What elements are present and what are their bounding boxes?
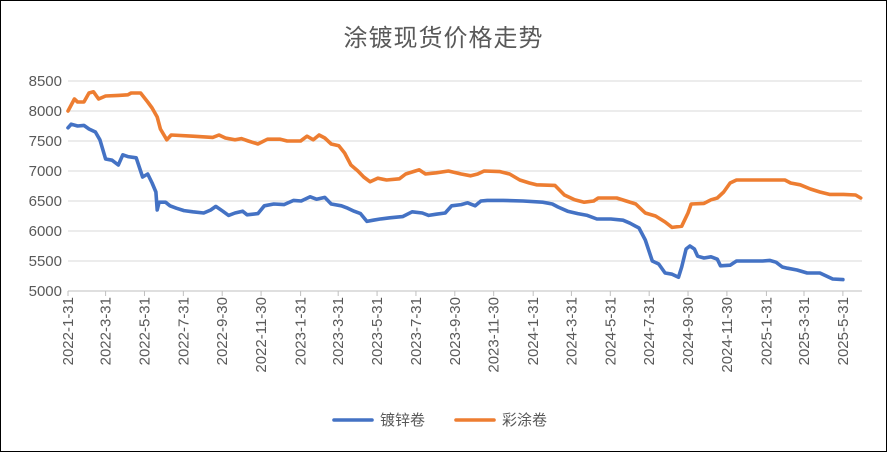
y-tick-label: 7500: [29, 133, 62, 150]
x-tick-label: 2025-5-31: [835, 297, 852, 365]
x-tick-label: 2022-5-31: [136, 297, 153, 365]
x-tick-label: 2024-5-31: [602, 297, 619, 365]
gridlines: [68, 80, 862, 292]
x-tick-label: 2022-11-30: [253, 297, 270, 373]
x-tick-label: 2023-9-30: [447, 297, 464, 365]
x-tick-label: 2022-9-30: [214, 297, 231, 365]
x-tick-label: 2024-7-31: [641, 297, 658, 365]
legend-label-1: 彩涂卷: [502, 411, 547, 429]
x-tick-label: 2024-1-31: [525, 297, 542, 365]
y-tick-label: 7000: [29, 163, 62, 180]
x-tick-label: 2024-3-31: [563, 297, 580, 365]
x-tick-label: 2023-1-31: [293, 297, 310, 365]
x-tick-label: 2022-7-31: [175, 297, 192, 365]
x-tick-label: 2022-3-31: [98, 297, 115, 365]
x-tick-label: 2025-3-31: [796, 297, 813, 365]
series-lines: [66, 90, 863, 282]
x-tick-label: 2024-9-30: [680, 297, 697, 365]
x-tick-label: 2024-11-30: [719, 297, 736, 373]
y-tick-label: 8500: [29, 73, 62, 90]
series-line-1: [66, 90, 863, 230]
y-tick-label: 6000: [29, 223, 62, 240]
y-tick-label: 6500: [29, 193, 62, 210]
series-line-0: [66, 122, 845, 282]
y-tick-label: 8000: [29, 103, 62, 120]
x-tick-label: 2023-3-31: [330, 297, 347, 365]
legend-label-0: 镀锌卷: [380, 411, 425, 429]
legend: 镀锌卷 彩涂卷: [332, 411, 547, 429]
x-tick-label: 2022-1-31: [60, 297, 77, 365]
chart-title: 涂镀现货价格走势: [343, 24, 544, 52]
x-tick-label: 2023-7-31: [408, 297, 425, 365]
x-tick-label: 2025-1-31: [758, 297, 775, 365]
y-tick-label: 5500: [29, 253, 62, 270]
x-tick-label: 2023-5-31: [369, 297, 386, 365]
y-axis-ticks: 5000 5500 6000 6500 7000 7500 8000 8500: [29, 73, 62, 300]
x-tick-label: 2023-11-30: [486, 297, 503, 373]
x-axis: 2022-1-31 2022-3-31 2022-5-31 2022-7-31 2022…: [60, 290, 862, 373]
y-tick-label: 5000: [29, 283, 62, 300]
